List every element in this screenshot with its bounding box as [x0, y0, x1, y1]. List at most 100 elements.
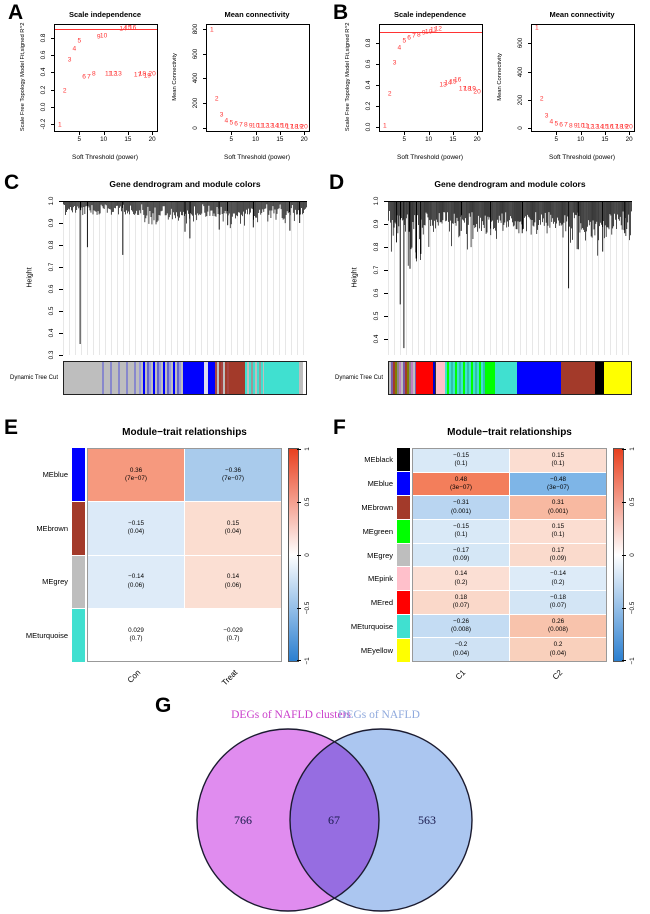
- dendrogram-plot: 1.0 0.9 0.8 0.7 0.6 0.5 0.4: [373, 197, 632, 355]
- dendrogram-svg: [388, 201, 632, 349]
- data-point: 12: [434, 25, 442, 33]
- data-point: 20: [148, 70, 156, 78]
- data-point: 4: [72, 45, 77, 53]
- y-tick-label: 0.5: [372, 311, 380, 321]
- data-point: 6: [82, 74, 86, 82]
- y-axis-tick: [376, 105, 380, 107]
- module-color-swatch: [72, 501, 85, 555]
- heatmap-cell: 0.15 (0.04): [185, 502, 281, 555]
- trait-column-label: C2: [551, 668, 565, 682]
- module-color-segment: [484, 362, 496, 394]
- y-tick-label: 200: [191, 97, 199, 109]
- colorbar-tick: [622, 555, 626, 556]
- y-axis-label: Scale Free Topology Model Fit,signed R^2: [345, 22, 352, 132]
- heatmap-cell: −0.31 (0.001): [413, 496, 509, 519]
- data-point: 20: [473, 88, 481, 96]
- p-value: (0.001): [548, 507, 568, 515]
- data-point: 2: [62, 87, 67, 95]
- y-tick-label: 0.6: [364, 59, 372, 69]
- module-color-swatch: [397, 495, 410, 519]
- colorbar-tick-label: 1: [628, 447, 636, 451]
- p-value: (0.06): [127, 581, 145, 589]
- heatmap-cell: −0.2 (0.04): [413, 638, 509, 661]
- venn-count-right: 563: [418, 813, 436, 827]
- correlation-value: 0.36: [129, 466, 143, 474]
- heatmap-cell: −0.15 (0.1): [413, 449, 509, 472]
- colorbar-tick-label: −0.5: [303, 601, 311, 615]
- color-bar-label: Dynamic Tree Cut: [334, 375, 383, 381]
- x-axis-tick: [477, 131, 479, 135]
- colorbar-tick: [622, 608, 626, 609]
- p-value: (0.09): [549, 554, 567, 562]
- correlation-value: −0.14: [128, 573, 144, 581]
- module-color-swatch: [397, 591, 410, 615]
- data-point: 17: [285, 123, 294, 131]
- y-axis-tick: [376, 126, 380, 128]
- x-tick-label: 5: [554, 136, 559, 143]
- correlation-value: 0.029: [128, 626, 144, 634]
- data-point: 16: [129, 25, 137, 32]
- module-color-segment: [97, 362, 139, 394]
- x-tick-label: 20: [625, 136, 633, 143]
- data-point: 5: [402, 37, 407, 45]
- data-point: 11: [581, 123, 589, 130]
- y-axis-label: Height: [26, 267, 34, 288]
- module-color-segment: [432, 362, 437, 394]
- x-tick-label: 20: [300, 136, 308, 143]
- data-point: 18: [290, 123, 299, 131]
- p-value: (0.1): [551, 460, 565, 468]
- x-tick-label: 15: [276, 136, 284, 143]
- data-point: 5: [554, 120, 559, 128]
- y-tick-label: 0.9: [47, 218, 55, 228]
- mean-connectivity-plot-a: Mean connectivity Mean Connectivity 0 200…: [158, 8, 321, 170]
- p-value: (0.1): [551, 531, 565, 539]
- module-color-segment: [560, 362, 595, 394]
- module-color-swatch: [72, 555, 85, 609]
- data-point: 18: [615, 123, 624, 131]
- y-axis-tick: [51, 106, 55, 108]
- venn-circle-outline: [196, 728, 380, 912]
- p-value: (0.06): [224, 581, 242, 589]
- p-value: (0.008): [451, 625, 471, 633]
- x-axis-tick: [255, 131, 257, 135]
- heatmap-cell: −0.15 (0.04): [88, 502, 184, 555]
- data-point: 7: [239, 121, 243, 129]
- heatmap-cell: 0.18 (0.07): [413, 590, 509, 614]
- y-tick-label: 0.8: [364, 38, 372, 48]
- data-point: 14: [119, 25, 127, 33]
- module-color-segment: [184, 362, 205, 394]
- y-tick-label: 0.9: [372, 219, 380, 229]
- panel-label-a: A: [8, 1, 24, 24]
- y-axis-tick: [528, 43, 532, 45]
- data-point: 12: [261, 122, 269, 130]
- threshold-line: [55, 29, 157, 31]
- correlation-value: 0.48: [454, 475, 468, 483]
- scale-independence-plot-b: Scale independence Scale Free Topology M…: [331, 8, 494, 170]
- module-color-bar: [388, 361, 632, 395]
- module-row-labels: MEblack MEblue MEbrown MEgreen MEgrey MEpink M…: [335, 448, 397, 662]
- x-tick-label: 20: [148, 136, 156, 143]
- heatmap-cell: 0.14 (0.2): [413, 567, 509, 590]
- y-tick-label: 1.0: [372, 196, 380, 206]
- panel-d: D Gene dendrogram and module colors Heig…: [325, 170, 650, 415]
- x-axis-tick: [127, 131, 129, 135]
- module-color-segment: [389, 362, 416, 394]
- panel-g: G DEGs of NAFLD clusters DEGs of NAFLD 766…: [75, 687, 575, 914]
- x-axis-tick: [79, 131, 81, 135]
- y-tick-label: 0.2: [364, 101, 372, 111]
- trait-column-label: Treat: [220, 668, 240, 688]
- x-axis-tick: [103, 131, 105, 135]
- y-axis-tick: [384, 338, 388, 340]
- trait-column-label: Con: [125, 668, 143, 685]
- module-color-segment: [517, 362, 561, 394]
- heatmap-cell: 0.029 (0.7): [88, 608, 184, 661]
- module-color-segment: [263, 362, 299, 394]
- data-point: 17: [133, 71, 142, 79]
- x-axis-label: Soft Threshold (power): [72, 154, 138, 161]
- heatmap-cell: −0.36 (7e−07): [185, 449, 281, 502]
- panel-label-g: G: [155, 694, 172, 717]
- y-tick-label: 0.0: [364, 122, 372, 132]
- threshold-line: [380, 32, 482, 34]
- data-point: 17: [458, 85, 467, 93]
- data-point: 3: [67, 56, 72, 64]
